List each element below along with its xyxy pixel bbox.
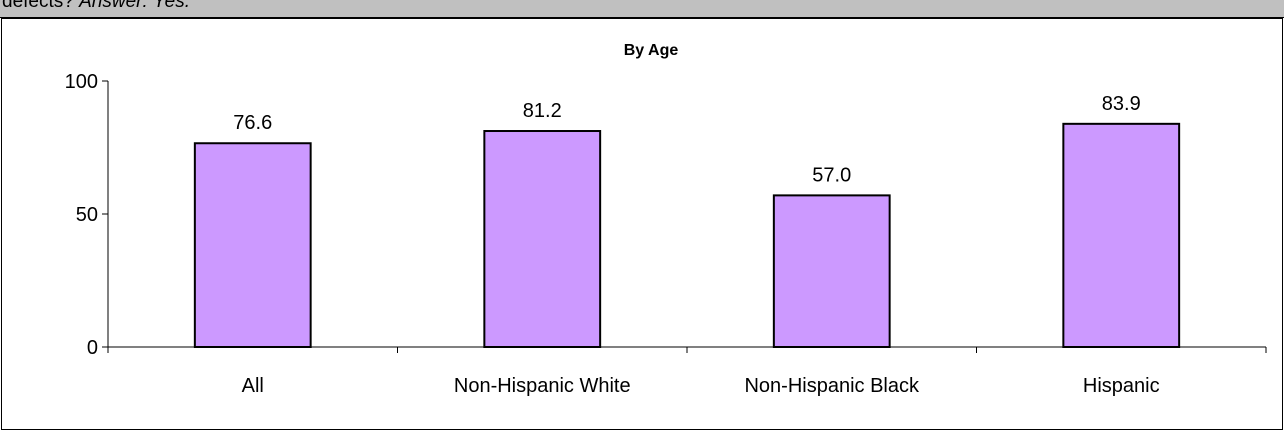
y-tick-label: 0: [87, 337, 98, 359]
bar-non-hispanic-white: [483, 130, 602, 348]
bar-all: [193, 142, 312, 348]
bar-non-hispanic-black: [772, 194, 891, 348]
answer-value: Yes.: [153, 0, 191, 12]
answer-label: Answer:: [79, 0, 148, 12]
bar-hispanic: [1062, 122, 1181, 348]
data-label: 57.0: [812, 164, 851, 186]
chart-title: By Age: [624, 42, 679, 59]
category-label: Non-Hispanic White: [454, 375, 631, 397]
y-tick-label: 100: [65, 71, 98, 93]
data-label: 81.2: [523, 100, 562, 122]
bars: 76.6 81.2 57.0 83.9: [193, 93, 1181, 348]
category-label: Hispanic: [1083, 375, 1160, 397]
question-banner: defects? Answer: Yes.: [0, 0, 1284, 18]
category-label: Non-Hispanic Black: [744, 375, 920, 397]
question-text: defects? Answer: Yes.: [2, 0, 190, 13]
question-prefix: defects?: [2, 0, 74, 12]
y-tick-label: 50: [76, 204, 98, 226]
data-label: 76.6: [233, 112, 272, 134]
category-label: All: [242, 375, 264, 397]
data-label: 83.9: [1102, 93, 1141, 115]
